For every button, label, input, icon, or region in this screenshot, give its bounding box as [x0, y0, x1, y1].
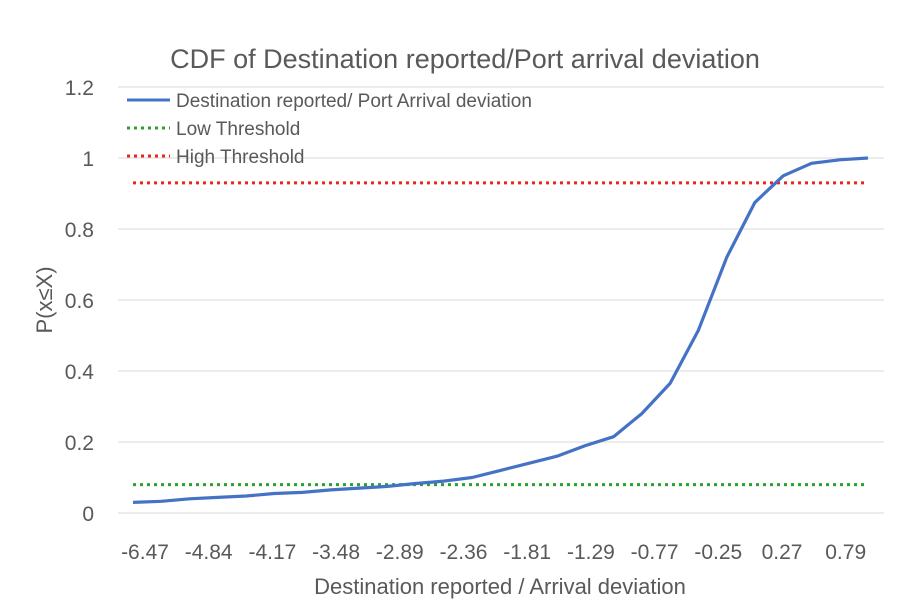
- y-tick-label: 0.6: [65, 290, 94, 313]
- x-tick-label: -4.84: [185, 541, 233, 564]
- x-tick-label: -0.77: [631, 541, 679, 564]
- x-axis-title: Destination reported / Arrival deviation: [314, 574, 686, 599]
- legend-label: High Threshold: [176, 147, 305, 168]
- legend: Destination reported/ Port Arrival devia…: [127, 91, 532, 168]
- y-tick-label: 1: [82, 148, 94, 171]
- x-tick-label: -0.25: [694, 541, 742, 564]
- y-tick-labels: 0 0.2 0.4 0.6 0.8 1 1.2: [65, 77, 95, 526]
- x-tick-label: -3.48: [312, 541, 360, 564]
- y-tick-label: 0.4: [65, 361, 95, 384]
- y-tick-label: 0: [82, 503, 94, 526]
- cdf-line: [132, 156, 869, 504]
- gridlines: [118, 86, 884, 514]
- x-tick-label: -4.17: [248, 541, 296, 564]
- y-tick-label: 0.2: [65, 432, 94, 455]
- x-tick-labels: -6.47 -4.84 -4.17 -3.48 -2.89 -2.36 -1.81 -1.29…: [121, 541, 866, 564]
- y-tick-label: 0.8: [65, 219, 94, 242]
- legend-label: Destination reported/ Port Arrival devia…: [176, 91, 532, 112]
- x-tick-label: -1.29: [567, 541, 615, 564]
- x-tick-label: 0.79: [825, 541, 866, 564]
- chart-title: CDF of Destination reported/Port arrival…: [170, 44, 760, 74]
- x-tick-label: -2.36: [440, 541, 488, 564]
- x-tick-label: -1.81: [503, 541, 551, 564]
- x-tick-label: -2.89: [376, 541, 424, 564]
- x-tick-label: -6.47: [121, 541, 169, 564]
- y-tick-label: 1.2: [65, 77, 94, 100]
- x-tick-label: 0.27: [762, 541, 803, 564]
- legend-label: Low Threshold: [176, 119, 300, 140]
- series-lines: [132, 156, 869, 504]
- y-axis-title: P(x≤X): [32, 266, 57, 333]
